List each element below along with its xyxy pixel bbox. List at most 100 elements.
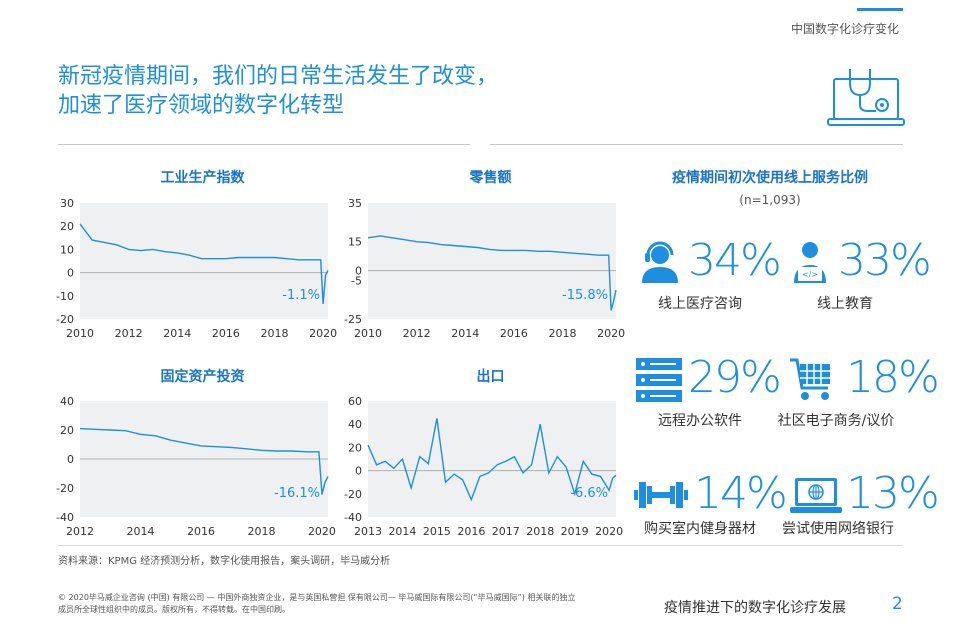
series-line: [367, 235, 617, 311]
x-tick-label: 2020: [308, 525, 336, 538]
y-tick-label: 20: [60, 220, 74, 233]
x-tick-label: 2012: [66, 525, 94, 538]
page-title: 新冠疫情期间，我们的日常生活发生了改变， 加速了医疗领域的数字化转型: [58, 62, 498, 120]
series-line: [367, 418, 617, 502]
y-tick-label: -20: [344, 488, 362, 501]
services-title: 疫情期间初次使用线上服务比例: [672, 170, 868, 186]
plot-area: [368, 401, 616, 517]
service-item: 13% 尝试使用网络银行: [770, 468, 940, 548]
header-accent-bar: [857, 8, 903, 11]
plot-area: [80, 203, 328, 319]
x-tick-label: 2018: [261, 327, 289, 340]
x-tick-label: 2018: [526, 525, 554, 538]
x-tick-label: 2016: [187, 525, 215, 538]
service-item: 34% 线上医疗咨询: [636, 233, 782, 313]
x-tick-label: 2016: [457, 525, 485, 538]
copyright-line-2: 成员所全球性组织中的成员。版权所有，不得转载。在中国印刷。: [58, 605, 290, 614]
x-tick-label: 2012: [115, 327, 143, 340]
y-tick-label: 40: [348, 418, 362, 431]
x-tick-label: 2016: [212, 327, 240, 340]
y-tick-label: 0: [355, 465, 362, 478]
stethoscope-laptop-icon: [827, 69, 905, 126]
service-label: 购买室内健身器材: [644, 521, 756, 537]
y-tick-label: 0: [67, 267, 74, 280]
y-tick-label: 0: [355, 265, 362, 278]
y-tick-label: 10: [60, 243, 74, 256]
series-line: [79, 223, 329, 304]
y-tick-label: -5: [351, 274, 362, 287]
y-tick-label: -20: [56, 313, 74, 326]
y-tick-label: 15: [348, 236, 362, 249]
chart-title-export: 出口: [476, 369, 505, 385]
y-tick-label: 0: [67, 453, 74, 466]
service-pct: 34%: [688, 235, 782, 286]
x-tick-label: 2016: [500, 327, 528, 340]
service-label: 远程办公软件: [658, 413, 742, 429]
fixed-asset-investment-chart: 40 20 0 -20 -40 2012 2014 2016 2018 2020 -16.1%: [40, 393, 340, 543]
server-icon: [636, 358, 682, 402]
service-pct: 18%: [846, 352, 940, 403]
laptop-globe-icon: [790, 478, 842, 513]
export-chart: 60 40 20 0 -20 -40 2013 2014 2015 2016 2017 2018 201…: [328, 393, 628, 543]
latest-value-label: -16.1%: [274, 486, 320, 501]
service-label: 尝试使用网络银行: [782, 521, 894, 537]
chart-title-retail: 零售额: [469, 170, 512, 186]
x-tick-label: 2014: [388, 525, 416, 538]
online-education-icon: </>: [794, 242, 826, 283]
x-tick-label: 2014: [126, 525, 154, 538]
service-label: 线上教育: [817, 296, 873, 312]
latest-value-label: -1.1%: [282, 288, 320, 303]
y-tick-label: 20: [60, 424, 74, 437]
latest-value-label: -15.8%: [562, 288, 608, 303]
chart-title-industrial: 工业生产指数: [160, 170, 245, 186]
x-tick-label: 2020: [309, 327, 337, 340]
latest-value-label: -6.6%: [570, 486, 608, 501]
service-item: </> 33% 线上教育: [772, 233, 932, 313]
page-number: 2: [892, 594, 903, 614]
x-tick-label: 2010: [66, 327, 94, 340]
copyright-line-1: © 2020毕马威企业咨询 (中国) 有限公司 — 中国外商独资企业，是与英国私…: [58, 593, 576, 602]
y-tick-label: -20: [56, 482, 74, 495]
industrial-production-chart: 30 20 10 0 -10 -20 2010 2012 2014 2016 2018 2020 -1.…: [40, 195, 340, 345]
service-item: 14% 购买室内健身器材: [632, 468, 788, 548]
x-tick-label: 2010: [354, 327, 382, 340]
y-tick-label: -10: [56, 290, 74, 303]
x-tick-label: 2018: [247, 525, 275, 538]
title-line-1: 新冠疫情期间，我们的日常生活发生了改变，: [58, 64, 499, 89]
service-pct: 14%: [694, 468, 788, 519]
chart-title-fixed-asset: 固定资产投资: [160, 369, 245, 385]
copyright-notice: © 2020毕马威企业咨询 (中国) 有限公司 — 中国外商独资企业，是与英国私…: [58, 592, 638, 616]
plot-area: [368, 203, 616, 319]
headset-doctor-icon: [642, 241, 678, 283]
y-tick-label: 30: [60, 197, 74, 210]
service-item: 18% 社区电子商务/议价: [766, 352, 940, 432]
service-item: 29% 远程办公软件: [636, 352, 782, 432]
x-tick-label: 2013: [354, 525, 382, 538]
title-line-2: 加速了医疗领域的数字化转型: [58, 93, 345, 118]
x-tick-label: 2019: [561, 525, 589, 538]
footer-doc-title: 疫情推进下的数字化诊疗发展: [664, 600, 846, 616]
y-tick-label: -40: [56, 511, 74, 524]
y-tick-label: 40: [60, 395, 74, 408]
x-tick-label: 2015: [423, 525, 451, 538]
svg-text:</>: </>: [802, 270, 818, 279]
section-label: 中国数字化诊疗变化: [790, 22, 899, 36]
service-label: 社区电子商务/议价: [777, 413, 895, 429]
y-tick-label: -25: [344, 313, 362, 326]
x-tick-label: 2012: [403, 327, 431, 340]
services-sample-size: (n=1,093): [739, 193, 801, 207]
retail-sales-chart: 35 15 0 -5 -25 2010 2012 2014 2016 2018 2020 -15.8%: [328, 195, 628, 345]
x-tick-label: 2017: [492, 525, 520, 538]
service-pct: 13%: [846, 468, 940, 519]
y-tick-label: -40: [344, 511, 362, 524]
service-label: 线上医疗咨询: [658, 296, 742, 312]
x-tick-label: 2014: [451, 327, 479, 340]
service-pct: 29%: [688, 352, 782, 403]
divider-left: [58, 144, 470, 145]
y-tick-label: 35: [348, 197, 362, 210]
y-tick-label: 20: [348, 441, 362, 454]
